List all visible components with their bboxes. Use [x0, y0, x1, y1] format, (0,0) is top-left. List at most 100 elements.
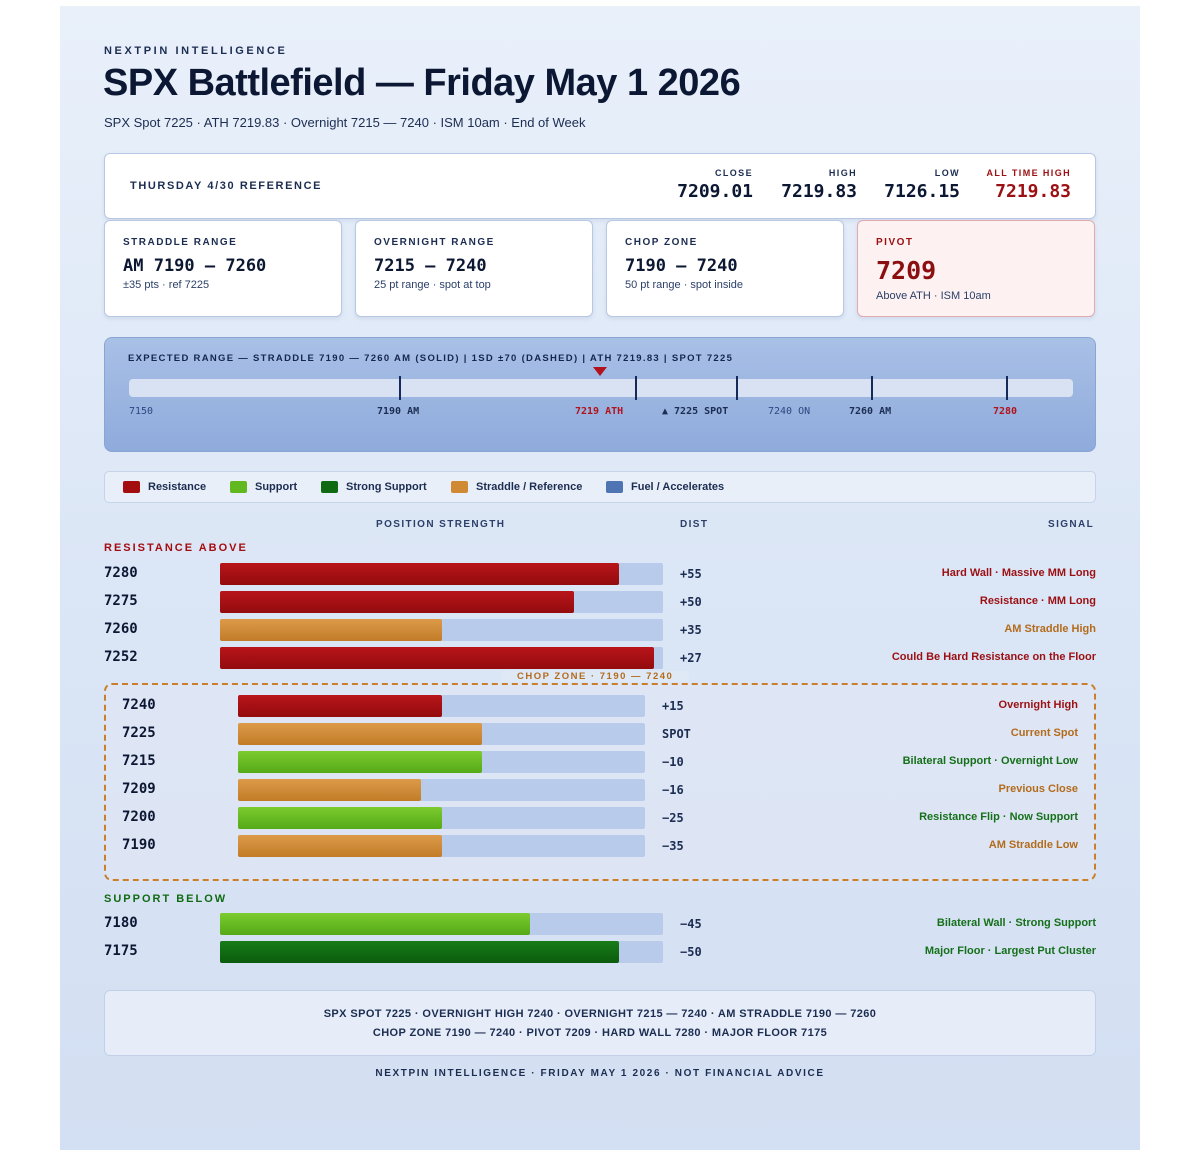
strength-track [238, 751, 645, 773]
close-value: 7209.01 [677, 181, 753, 202]
strength-bar [220, 941, 619, 963]
level-price: 7175 [104, 943, 138, 959]
level-signal: AM Straddle High [1004, 623, 1096, 635]
summary-line-2: CHOP ZONE 7190 — 7240 · PIVOT 7209 · HAR… [372, 1027, 828, 1039]
strong-support-swatch [321, 481, 338, 493]
strength-bar [238, 835, 442, 857]
level-signal: Overnight High [998, 699, 1078, 711]
level-distance: +15 [662, 699, 684, 713]
max-tick [1006, 376, 1008, 400]
level-row: 7200 −25 Resistance Flip · Now Support [122, 807, 1078, 831]
level-price: 7252 [104, 649, 138, 665]
range-overnight-label: 7240 ON [768, 406, 811, 417]
strength-track [220, 941, 663, 963]
straddle-range-value: AM 7190 — 7260 [123, 256, 267, 276]
ath-marker-icon [593, 367, 607, 376]
overnight-range-note: 25 pt range · spot at top [374, 279, 491, 291]
page-title: SPX Battlefield — Friday May 1 2026 [103, 62, 741, 104]
pivot-label: PIVOT [876, 237, 914, 248]
level-price: 7200 [122, 809, 156, 825]
straddle-range-card: STRADDLE RANGE AM 7190 — 7260 ±35 pts · … [104, 220, 342, 317]
level-distance: +50 [680, 595, 702, 609]
strength-track [238, 695, 645, 717]
overnight-tick [736, 376, 738, 400]
level-distance: −16 [662, 783, 684, 797]
low-stat: LOW 7126.15 [884, 168, 960, 202]
level-signal: Current Spot [1010, 727, 1078, 739]
level-signal: Resistance Flip · Now Support [919, 811, 1078, 823]
strength-bar [220, 563, 619, 585]
pivot-value: 7209 [876, 256, 937, 285]
strength-bar [220, 619, 442, 641]
expected-range-panel: EXPECTED RANGE — STRADDLE 7190 — 7260 AM… [104, 337, 1096, 452]
chop-zone-label: CHOP ZONE [625, 237, 698, 248]
legend-strong-support-label: Strong Support [346, 481, 427, 493]
pivot-note: Above ATH · ISM 10am [876, 290, 991, 302]
range-ath-label: 7219 ATH [575, 406, 624, 417]
range-straddle-low-label: 7190 AM [377, 406, 420, 417]
legend: Resistance Support Strong Support Stradd… [104, 471, 1096, 503]
strength-bar [220, 913, 530, 935]
resistance-swatch [123, 481, 140, 493]
legend-straddle: Straddle / Reference [451, 481, 582, 493]
legend-fuel-label: Fuel / Accelerates [631, 481, 725, 493]
overnight-range-label: OVERNIGHT RANGE [374, 237, 495, 248]
brand-label: NEXTPIN INTELLIGENCE [104, 45, 288, 57]
strength-bar [238, 695, 442, 717]
level-price: 7280 [104, 565, 138, 581]
ath-label: ALL TIME HIGH [986, 168, 1071, 178]
level-price: 7180 [104, 915, 138, 931]
high-stat: HIGH 7219.83 [781, 168, 857, 202]
level-price: 7225 [122, 725, 156, 741]
ath-value: 7219.83 [995, 181, 1071, 202]
strength-bar [238, 779, 421, 801]
strength-track [220, 913, 663, 935]
spot-tick [635, 376, 637, 400]
level-distance: −10 [662, 755, 684, 769]
ath-stat: ALL TIME HIGH 7219.83 [986, 168, 1071, 202]
column-header-dist: DIST [680, 519, 709, 530]
level-row: 7180 −45 Bilateral Wall · Strong Support [104, 913, 1096, 937]
strength-track [220, 591, 663, 613]
level-distance: −50 [680, 945, 702, 959]
high-label: HIGH [828, 168, 857, 178]
legend-support: Support [230, 481, 297, 493]
page-subtitle: SPX Spot 7225 · ATH 7219.83 · Overnight … [104, 115, 586, 130]
strength-track [238, 723, 645, 745]
support-section-title: SUPPORT BELOW [104, 893, 228, 905]
pivot-card: PIVOT 7209 Above ATH · ISM 10am [857, 220, 1095, 317]
chop-zone-card: CHOP ZONE 7190 — 7240 50 pt range · spot… [606, 220, 844, 317]
level-signal: Bilateral Wall · Strong Support [936, 917, 1096, 929]
level-price: 7275 [104, 593, 138, 609]
straddle-range-label: STRADDLE RANGE [123, 237, 238, 248]
support-swatch [230, 481, 247, 493]
high-value: 7219.83 [781, 181, 857, 202]
level-distance: +27 [680, 651, 702, 665]
overnight-range-card: OVERNIGHT RANGE 7215 — 7240 25 pt range … [355, 220, 593, 317]
close-label: CLOSE [714, 168, 753, 178]
level-row: 7275 +50 Resistance · MM Long [104, 591, 1096, 615]
level-price: 7209 [122, 781, 156, 797]
strength-track [220, 619, 663, 641]
legend-resistance: Resistance [123, 481, 206, 493]
level-signal: Major Floor · Largest Put Cluster [924, 945, 1096, 957]
legend-straddle-label: Straddle / Reference [476, 481, 583, 493]
level-row: 7240 +15 Overnight High [122, 695, 1078, 719]
level-distance: SPOT [662, 727, 691, 741]
level-signal: Previous Close [998, 783, 1078, 795]
column-header-strength: POSITION STRENGTH [376, 519, 506, 530]
strength-track [238, 779, 645, 801]
reference-label: THURSDAY 4/30 REFERENCE [130, 180, 323, 192]
level-distance: +35 [680, 623, 702, 637]
level-distance: +55 [680, 567, 702, 581]
legend-support-label: Support [255, 481, 298, 493]
fuel-swatch [606, 481, 623, 493]
strength-track [220, 563, 663, 585]
resistance-section-title: RESISTANCE ABOVE [104, 542, 248, 554]
level-price: 7240 [122, 697, 156, 713]
range-max-label: 7280 [993, 406, 1018, 417]
legend-strong-support: Strong Support [321, 481, 427, 493]
overnight-range-value: 7215 — 7240 [374, 256, 487, 276]
level-price: 7260 [104, 621, 138, 637]
straddle-swatch [451, 481, 468, 493]
